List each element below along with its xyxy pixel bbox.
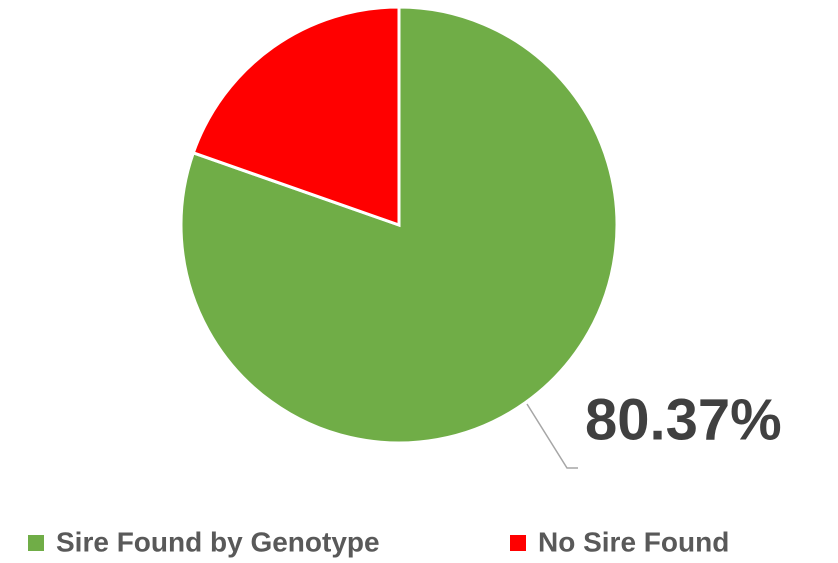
legend-label: No Sire Found: [538, 526, 729, 557]
data-label: 80.37%: [585, 387, 782, 452]
legend-label: Sire Found by Genotype: [56, 526, 380, 557]
legend-swatch: [510, 535, 526, 551]
leader-line: [526, 403, 578, 469]
legend-swatch: [28, 535, 44, 551]
pie-slice: [191, 5, 401, 228]
